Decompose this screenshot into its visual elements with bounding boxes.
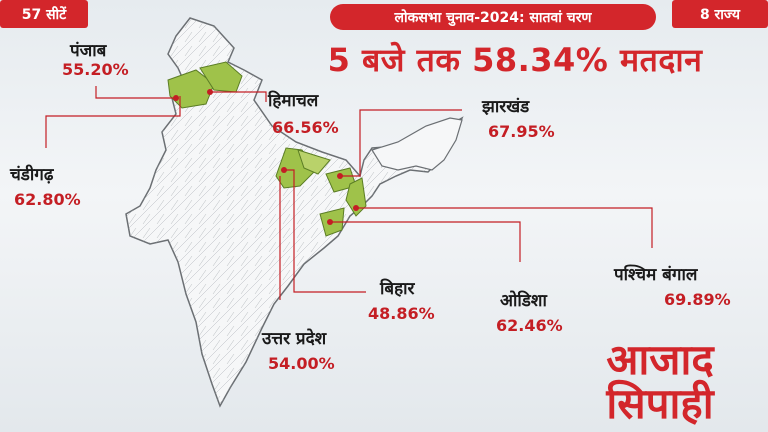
marker-himachal (207, 89, 213, 95)
turnout-jharkhand: 67.95% (488, 122, 555, 141)
azad-sipahi-logo: आजाद सिपाही (560, 338, 760, 426)
seats-badge: 57 सीटें (0, 0, 88, 28)
state-name-west-bengal: पश्चिम बंगाल (614, 265, 698, 285)
marker-west-bengal (353, 205, 359, 211)
states-count-badge: 8 राज्य (672, 0, 768, 28)
turnout-punjab: 55.20% (62, 60, 129, 79)
turnout-bihar: 48.86% (368, 304, 435, 323)
state-name-himachal: हिमाचल (268, 91, 319, 111)
phase-title: लोकसभा चुनाव-2024: सातवां चरण (330, 4, 656, 30)
state-name-uttar-pradesh: उत्तर प्रदेश (262, 329, 327, 349)
leader-jharkhand (340, 109, 462, 177)
marker-punjab (173, 95, 179, 101)
turnout-uttar-pradesh: 54.00% (268, 354, 335, 373)
marker-uttar-pradesh (281, 167, 287, 173)
state-name-jharkhand: झारखंड (482, 97, 530, 117)
leader-odisha (330, 221, 521, 262)
west-bengal-region (345, 177, 367, 217)
state-name-bihar: बिहार (380, 279, 415, 299)
leader-chandigarh (45, 96, 181, 148)
turnout-west-bengal: 69.89% (664, 290, 731, 309)
headline-turnout: 5 बजे तक 58.34% मतदान (327, 41, 703, 79)
marker-jharkhand (337, 173, 343, 179)
state-markers (173, 89, 359, 225)
state-name-odisha: ओडिशा (500, 291, 547, 311)
logo-line-2: सिपाही (606, 379, 714, 428)
logo-line-1: आजाद (606, 335, 714, 384)
bihar-region (297, 149, 331, 175)
leader-himachal (210, 91, 267, 102)
state-name-chandigarh: चंडीगढ़ (10, 165, 54, 185)
turnout-chandigarh: 62.80% (14, 190, 81, 209)
marker-odisha (327, 219, 333, 225)
leader-bihar (284, 169, 366, 293)
state-name-punjab: पंजाब (70, 41, 107, 61)
leader-punjab (95, 86, 176, 99)
northeast-outline (371, 117, 463, 171)
turnout-odisha: 62.46% (496, 316, 563, 335)
leader-lines (45, 86, 653, 300)
himachal-region (199, 61, 243, 93)
turnout-himachal: 66.56% (272, 118, 339, 137)
leader-west-bengal (356, 207, 653, 248)
